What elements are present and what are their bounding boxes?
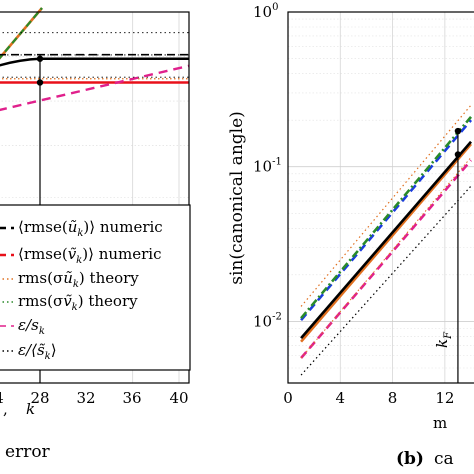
right-x-tick-label: 8 bbox=[388, 389, 398, 407]
left-plot-frame bbox=[0, 11, 190, 384]
left-panel: 4 28 32 36 40 ⟨rmse(ũk)⟩ numeric ⟨rmse(ṽk)⟩ n… bbox=[0, 7, 191, 462]
right-ylabel: sin(canonical angle) bbox=[227, 111, 247, 285]
right-series-line bbox=[300, 185, 472, 376]
left-x-tick-label: 36 bbox=[122, 389, 141, 407]
right-caption: ca bbox=[434, 449, 454, 469]
kF-sub: F bbox=[443, 331, 454, 340]
legend-label: ε/⟨s̃k⟩ bbox=[18, 341, 57, 362]
left-series-black bbox=[0, 57, 189, 67]
legend-label: ε/sk bbox=[18, 316, 45, 337]
right-series bbox=[300, 104, 472, 383]
right-series-line bbox=[300, 119, 472, 321]
left-legend: ⟨rmse(ũk)⟩ numeric ⟨rmse(ṽk)⟩ numeric rms(… bbox=[0, 204, 191, 371]
left-steep-green bbox=[0, 7, 43, 60]
right-caption-bold: (b) bbox=[396, 449, 424, 469]
right-series-line bbox=[300, 143, 472, 343]
right-xlabel: m bbox=[433, 414, 447, 432]
legend-box bbox=[0, 204, 191, 371]
left-xlabel: k bbox=[26, 400, 35, 418]
right-y-tick-label: 10-2 bbox=[253, 311, 282, 330]
kF-main: k bbox=[433, 339, 451, 348]
left-marker-point bbox=[36, 79, 44, 86]
right-y-ticks: 100 10-1 10-2 bbox=[253, 2, 282, 330]
right-series-line bbox=[300, 140, 472, 339]
left-series bbox=[0, 7, 190, 383]
right-y-tick-label: 10-1 bbox=[253, 157, 282, 176]
legend-label: rms(σũk) theory bbox=[18, 269, 139, 290]
legend-label: ⟨rmse(ũk)⟩ numeric bbox=[18, 218, 163, 239]
right-panel: 0 4 8 12 100 10-1 10-2 sin(canonical angle) m… bbox=[227, 2, 474, 469]
legend-label: ⟨rmse(ṽk)⟩ numeric bbox=[18, 245, 162, 266]
right-annotation-kF: kF bbox=[433, 331, 454, 348]
left-x-ticks: 4 28 32 36 40 bbox=[0, 389, 189, 407]
right-marker-point bbox=[454, 127, 462, 135]
left-x-tick-label: 4 bbox=[0, 389, 4, 407]
right-series-line bbox=[300, 159, 472, 359]
left-series-magenta bbox=[0, 64, 190, 112]
right-x-tick-label: 12 bbox=[435, 389, 454, 407]
right-x-tick-label: 0 bbox=[283, 389, 293, 407]
right-series-line bbox=[300, 116, 472, 319]
left-caption: error bbox=[5, 442, 51, 462]
right-plot-frame bbox=[287, 11, 474, 384]
left-xlabel-prefix: , bbox=[3, 400, 8, 418]
right-grid bbox=[288, 12, 474, 384]
legend-label: rms(σṽk) theory bbox=[18, 292, 138, 313]
right-x-ticks: 0 4 8 12 bbox=[283, 389, 454, 407]
right-series-line bbox=[300, 104, 472, 307]
right-y-tick-label: 100 bbox=[253, 2, 278, 21]
left-marker-point bbox=[36, 55, 44, 62]
left-x-tick-label: 32 bbox=[76, 389, 95, 407]
left-x-tick-label: 28 bbox=[30, 389, 49, 407]
right-marker-point bbox=[454, 151, 462, 158]
left-x-tick-label: 40 bbox=[169, 389, 188, 407]
right-x-tick-label: 4 bbox=[336, 389, 346, 407]
